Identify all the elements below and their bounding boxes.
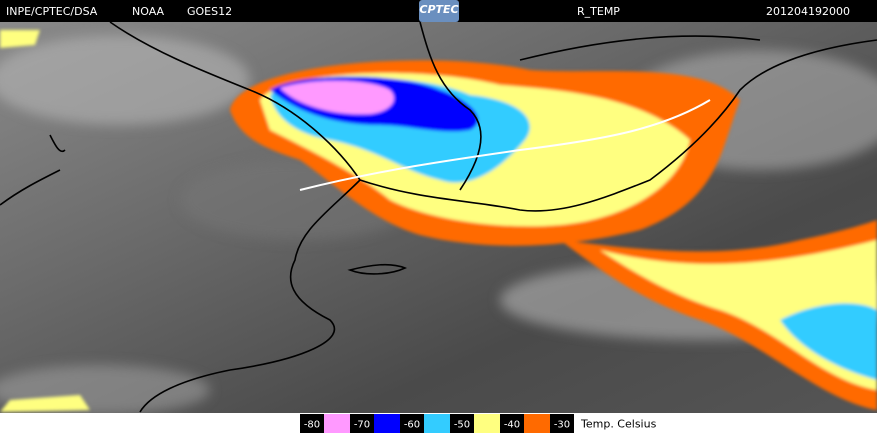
legend-swatch xyxy=(424,414,450,433)
legend-label: -50 xyxy=(454,420,470,431)
legend-swatch xyxy=(524,414,550,433)
legend-label-box xyxy=(450,414,474,433)
legend-label: -80 xyxy=(304,420,320,431)
border-line xyxy=(419,21,761,191)
logo-box xyxy=(419,0,459,22)
timestamp: 201204192000 xyxy=(766,5,850,18)
satellite-label: GOES12 xyxy=(187,5,232,18)
legend-unit: Temp. Celsius xyxy=(580,418,657,431)
legend-label: -40 xyxy=(504,420,520,431)
legend-swatch xyxy=(474,414,500,433)
agency-label: NOAA xyxy=(132,5,165,18)
coastline xyxy=(0,21,362,413)
coastline xyxy=(49,134,408,275)
region-minus-50 xyxy=(0,395,90,412)
region-minus-50 xyxy=(600,240,877,390)
legend-label: -60 xyxy=(404,420,420,431)
legend-label-box xyxy=(300,414,324,433)
borders xyxy=(0,21,877,413)
legend-label-box xyxy=(400,414,424,433)
region-minus-80 xyxy=(280,80,394,115)
cold-tops xyxy=(0,30,877,412)
border-line xyxy=(359,39,877,212)
legend-label-box xyxy=(500,414,524,433)
legend-label-box xyxy=(350,414,374,433)
legend-swatch xyxy=(324,414,350,433)
state-line xyxy=(299,99,711,191)
legend: -80 -70 -60 -50 -40 -30 Temp. Celsius xyxy=(300,414,657,433)
legend-label-box xyxy=(550,414,574,433)
region-minus-50 xyxy=(0,30,40,48)
cloud xyxy=(0,35,250,125)
region-minus-60 xyxy=(780,303,877,380)
product-label: R_TEMP xyxy=(577,5,620,18)
logo: CPTEC xyxy=(419,3,458,16)
legend-swatch xyxy=(374,414,400,433)
legend-label: -30 xyxy=(554,420,570,431)
source-label: INPE/CPTEC/DSA xyxy=(6,5,98,18)
legend-label: -70 xyxy=(354,420,370,431)
